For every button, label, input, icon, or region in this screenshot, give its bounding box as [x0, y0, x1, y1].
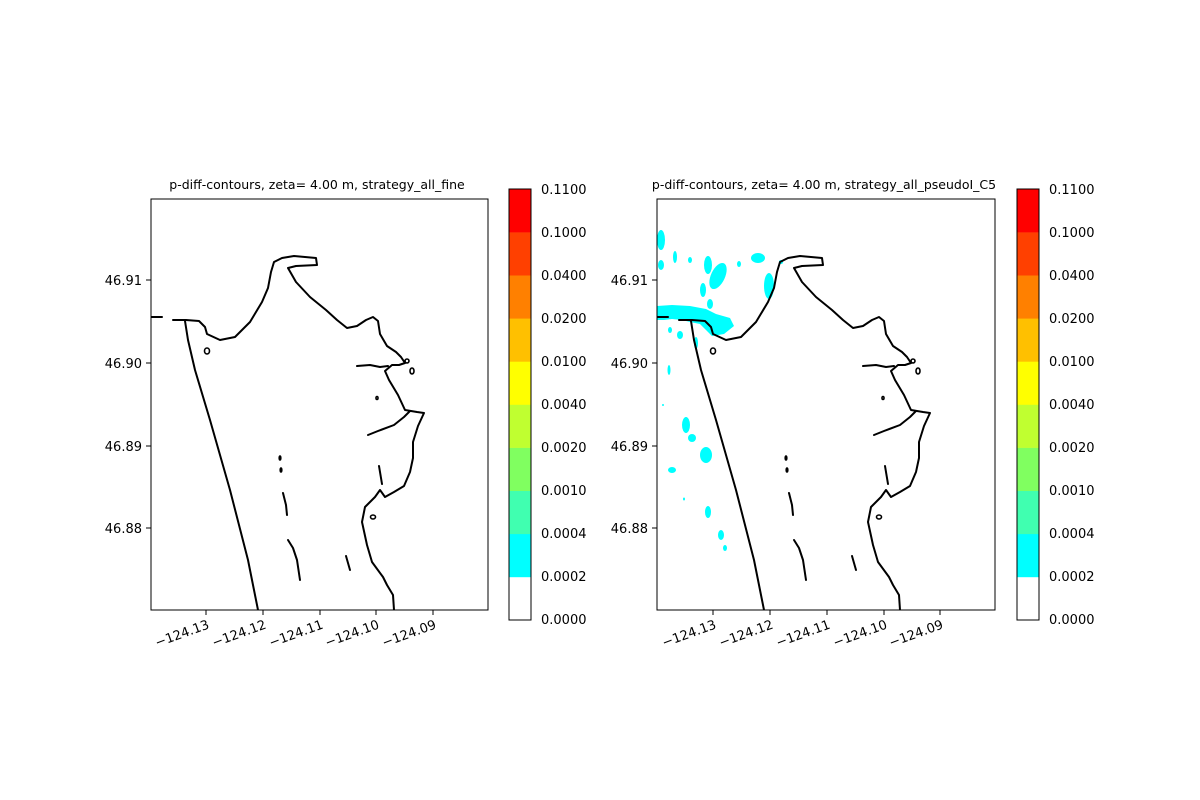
map-frame	[656, 198, 996, 611]
sandbar-2	[287, 539, 301, 581]
colorbar-tick-label: 0.0002	[541, 570, 587, 585]
y-tick-label: 46.90	[611, 357, 648, 372]
sandbar-1	[788, 492, 794, 516]
colorbar-tick-label: 0.0040	[1049, 398, 1095, 413]
colorbar-segment	[1017, 318, 1039, 362]
colorbar-tick-label: 0.0002	[1049, 570, 1095, 585]
colorbar-segment	[1017, 490, 1039, 535]
colorbar-segment	[1017, 189, 1039, 233]
sandbar-3	[851, 555, 857, 571]
y-tick-label: 46.89	[611, 440, 648, 455]
sandbar-2	[793, 539, 807, 581]
colorbar-tick-label: 0.0010	[1049, 484, 1095, 499]
colorbar-segment	[1017, 404, 1039, 448]
colorbar-segment	[509, 318, 531, 362]
x-tick-label: −124.09	[380, 618, 438, 651]
y-tick-label: 46.89	[105, 440, 142, 455]
inner-shore-1	[367, 410, 411, 436]
inner-shore-1	[873, 410, 917, 436]
colorbar-segment	[509, 275, 531, 319]
sandbar-4	[884, 465, 889, 485]
sandbar-3	[345, 555, 351, 571]
sandbar-1	[282, 492, 288, 516]
colorbar-segment	[1017, 533, 1039, 578]
x-axis: −124.13 −124.12 −124.11 −124.10 −124.09	[660, 610, 945, 651]
colorbar-tick-label: 0.0020	[1049, 441, 1095, 456]
x-tick-label: −124.10	[323, 618, 381, 651]
colorbar-segment	[509, 490, 531, 535]
y-tick-label: 46.91	[105, 274, 142, 289]
map-frame	[150, 198, 489, 611]
x-tick-label: −124.12	[210, 618, 268, 651]
colorbar-segment	[1017, 576, 1039, 621]
y-axis: 46.91 46.90 46.89 46.88	[611, 274, 657, 537]
colorbar-segment	[509, 361, 531, 405]
panel-title: p-diff-contours, zeta= 4.00 m, strategy_…	[652, 177, 996, 192]
coastline	[151, 255, 425, 610]
colorbar-tick-label: 0.1100	[541, 183, 587, 198]
coastline	[657, 255, 931, 610]
colorbar-tick-label: 0.0020	[541, 441, 587, 456]
y-tick-label: 46.88	[105, 522, 142, 537]
colorbar-tick-label: 0.0040	[541, 398, 587, 413]
y-tick-label: 46.88	[611, 522, 648, 537]
sandbar-4	[378, 465, 383, 485]
colorbar-tick-label: 0.0004	[1049, 527, 1095, 542]
y-tick-label: 46.91	[611, 274, 648, 289]
map-panel-right: p-diff-contours, zeta= 4.00 m, strategy_…	[611, 177, 1095, 651]
colorbar-tick-label: 0.1000	[1049, 226, 1095, 241]
colorbar-tick-label: 0.0100	[541, 355, 587, 370]
colorbar-segment	[509, 232, 531, 276]
colorbar-tick-label: 0.0000	[541, 613, 587, 628]
colorbar-tick-label: 0.0000	[1049, 613, 1095, 628]
colorbar-segment	[509, 189, 531, 233]
panel-title: p-diff-contours, zeta= 4.00 m, strategy_…	[169, 177, 465, 192]
colorbar-tick-label: 0.0400	[1049, 269, 1095, 284]
colorbar-tick-label: 0.0100	[1049, 355, 1095, 370]
colorbar-segment	[509, 404, 531, 448]
outer-beach-line	[184, 320, 259, 610]
bay-shoreline	[151, 255, 425, 610]
colorbar-segment	[509, 447, 531, 491]
outer-beach-line	[690, 320, 765, 610]
colorbar-tick-label: 0.0200	[541, 312, 587, 327]
colorbar-frame	[508, 188, 532, 621]
x-tick-label: −124.13	[660, 618, 718, 651]
difference-overlay	[657, 230, 783, 551]
x-axis: −124.13 −124.12 −124.11 −124.10 −124.09	[153, 610, 438, 651]
colorbar-tick-label: 0.0400	[541, 269, 587, 284]
y-axis: 46.91 46.90 46.89 46.88	[105, 274, 151, 537]
colorbar-tick-label: 0.1100	[1049, 183, 1095, 198]
colorbar-frame	[1016, 188, 1040, 621]
y-tick-label: 46.90	[105, 357, 142, 372]
x-tick-label: −124.12	[717, 618, 775, 651]
colorbar-segment	[509, 533, 531, 578]
colorbar-segment	[509, 576, 531, 621]
colorbar-tick-label: 0.0010	[541, 484, 587, 499]
colorbar-segment	[1017, 275, 1039, 319]
colorbar-tick-label: 0.0200	[1049, 312, 1095, 327]
colorbar-tick-label: 0.1000	[541, 226, 587, 241]
map-panel-left: p-diff-contours, zeta= 4.00 m, strategy_…	[105, 177, 587, 651]
colorbar-segment	[1017, 232, 1039, 276]
bay-shoreline	[657, 255, 931, 610]
x-tick-label: −124.11	[267, 618, 325, 651]
x-tick-label: −124.11	[774, 618, 832, 651]
inner-shore-2	[862, 364, 895, 368]
colorbar: 0.1100 0.1000 0.0400 0.0200 0.0100 0.004…	[508, 183, 587, 628]
colorbar-segment	[1017, 361, 1039, 405]
x-tick-label: −124.09	[887, 618, 945, 651]
colorbar-segment	[1017, 447, 1039, 491]
colorbar-tick-label: 0.0004	[541, 527, 587, 542]
x-tick-label: −124.13	[153, 618, 211, 651]
colorbar: 0.1100 0.1000 0.0400 0.0200 0.0100 0.004…	[1016, 183, 1095, 628]
x-tick-label: −124.10	[831, 618, 889, 651]
inner-shore-2	[356, 364, 389, 368]
